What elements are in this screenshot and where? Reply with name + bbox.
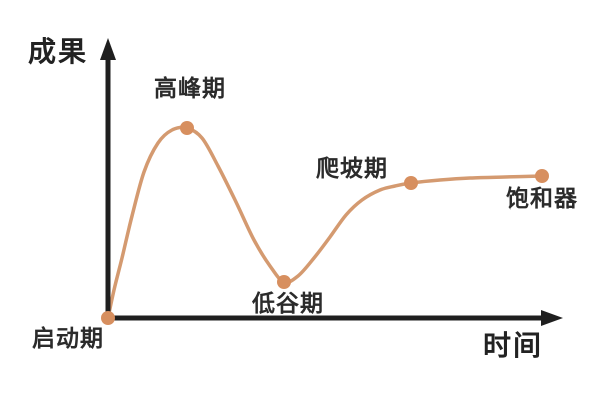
- marker-dot-trough: [277, 275, 291, 289]
- marker-dot-saturation: [535, 169, 549, 183]
- stage-label-trough: 低谷期: [252, 291, 324, 317]
- x-axis-arrow-icon: [541, 310, 563, 326]
- stage-label-peak: 高峰期: [154, 76, 226, 102]
- x-axis-label: 时间: [483, 329, 544, 362]
- marker-dot-peak: [180, 121, 194, 135]
- stage-label-start: 启动期: [32, 326, 104, 352]
- marker-dot-climb: [404, 176, 418, 190]
- y-axis-label: 成果: [28, 35, 89, 68]
- marker-dot-start: [101, 311, 115, 325]
- y-axis-arrow-icon: [100, 38, 116, 60]
- stage-label-climb: 爬坡期: [316, 156, 388, 182]
- stage-label-saturation: 饱和器: [506, 186, 578, 212]
